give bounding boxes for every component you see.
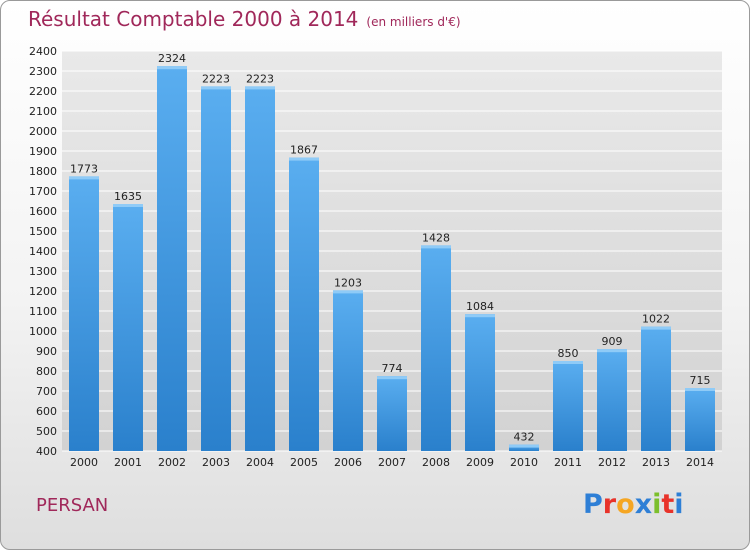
- bar-top-highlight: [421, 245, 451, 249]
- value-label: 1867: [290, 144, 318, 157]
- x-tick-label: 2011: [554, 456, 582, 469]
- x-tick-label: 2010: [510, 456, 538, 469]
- commune-name: PERSAN: [36, 495, 109, 516]
- bar-top-highlight: [157, 66, 187, 70]
- bar-2006[interactable]: [333, 290, 363, 451]
- logo-letter: t: [661, 489, 675, 520]
- logo-letter: o: [616, 489, 635, 520]
- bar-2005[interactable]: [289, 157, 319, 451]
- y-axis: 400 500 600 700 800 900 1000 1100 1200 1300 1400 15…: [29, 45, 57, 458]
- bar-2003[interactable]: [201, 86, 231, 452]
- logo-letter: P: [583, 489, 603, 520]
- bar-2010[interactable]: [509, 444, 539, 451]
- bar-top-highlight: [69, 176, 99, 180]
- y-tick-label: 1800: [29, 165, 57, 178]
- y-tick-label: 1200: [29, 285, 57, 298]
- bar-2000[interactable]: [69, 176, 99, 451]
- bar-top-highlight: [289, 157, 319, 161]
- value-label: 1084: [466, 300, 494, 313]
- bar-2002[interactable]: [157, 66, 187, 451]
- value-label: 850: [558, 347, 579, 360]
- y-tick-label: 700: [36, 385, 57, 398]
- bar-2012[interactable]: [597, 349, 627, 451]
- value-label: 1022: [642, 313, 670, 326]
- value-label: 1773: [70, 162, 98, 175]
- chart-title: Résultat Comptable 2000 à 2014 (en millie…: [28, 7, 461, 31]
- x-tick-label: 2012: [598, 456, 626, 469]
- logo-letter: r: [602, 489, 617, 520]
- value-label: 715: [690, 374, 711, 387]
- bar-top-highlight: [685, 388, 715, 391]
- x-tick-label: 2008: [422, 456, 450, 469]
- x-tick-label: 2005: [290, 456, 318, 469]
- y-tick-label: 2200: [29, 85, 57, 98]
- x-tick-label: 2003: [202, 456, 230, 469]
- y-tick-label: 1900: [29, 145, 57, 158]
- x-axis: 2000 2001 2002 2003 2004 2005 2006 2007 2008 2009…: [70, 456, 714, 469]
- bar-top-highlight: [245, 86, 275, 90]
- bar-top-highlight: [113, 204, 143, 207]
- y-tick-label: 2300: [29, 65, 57, 78]
- x-tick-label: 2006: [334, 456, 362, 469]
- x-tick-label: 2009: [466, 456, 494, 469]
- bar-top-highlight: [509, 444, 539, 448]
- y-tick-label: 1000: [29, 325, 57, 338]
- x-tick-label: 2007: [378, 456, 406, 469]
- logo-letter: i: [674, 489, 684, 520]
- bar-2008[interactable]: [421, 245, 451, 451]
- title-text: Résultat Comptable 2000 à 2014: [28, 7, 359, 31]
- bar-2009[interactable]: [465, 314, 495, 451]
- bar-2004[interactable]: [245, 86, 275, 452]
- y-tick-label: 1600: [29, 205, 57, 218]
- y-tick-label: 2400: [29, 45, 57, 58]
- bar-top-highlight: [641, 326, 671, 330]
- title-unit: (en milliers d'€): [366, 15, 461, 29]
- x-tick-label: 2002: [158, 456, 186, 469]
- bar-top-highlight: [597, 349, 627, 353]
- y-tick-label: 1400: [29, 245, 57, 258]
- x-tick-label: 2001: [114, 456, 142, 469]
- y-tick-label: 900: [36, 345, 57, 358]
- x-tick-label: 2000: [70, 456, 98, 469]
- y-tick-label: 2000: [29, 125, 57, 138]
- y-tick-label: 1500: [29, 225, 57, 238]
- value-label: 2223: [202, 72, 230, 85]
- logo-letter: i: [652, 489, 662, 520]
- bar-2007[interactable]: [377, 376, 407, 451]
- proxiti-logo[interactable]: Proxiti: [583, 489, 684, 520]
- bar-2001[interactable]: [113, 204, 143, 451]
- bar-top-highlight: [201, 86, 231, 90]
- y-tick-label: 800: [36, 365, 57, 378]
- x-tick-label: 2014: [686, 456, 714, 469]
- value-label: 774: [382, 362, 403, 375]
- value-label: 909: [602, 335, 623, 348]
- bar-2013[interactable]: [641, 326, 671, 451]
- logo-letter: x: [634, 489, 653, 520]
- bar-2011[interactable]: [553, 361, 583, 451]
- x-tick-label: 2013: [642, 456, 670, 469]
- bar-top-highlight: [553, 361, 583, 364]
- y-tick-label: 400: [36, 445, 57, 458]
- value-label: 1635: [114, 190, 142, 203]
- bar-top-highlight: [377, 376, 407, 380]
- bar-top-highlight: [465, 314, 495, 318]
- bar-2014[interactable]: [685, 388, 715, 451]
- bars: 1773 1635 2324 2223 2223 1867 1203 774 1428 1084 4…: [69, 52, 715, 452]
- y-tick-label: 1300: [29, 265, 57, 278]
- value-label: 2223: [246, 72, 274, 85]
- y-tick-label: 1100: [29, 305, 57, 318]
- y-tick-label: 600: [36, 405, 57, 418]
- value-label: 432: [514, 431, 535, 444]
- value-label: 1203: [334, 276, 362, 289]
- value-label: 2324: [158, 52, 186, 65]
- bar-top-highlight: [333, 290, 363, 294]
- y-tick-label: 2100: [29, 105, 57, 118]
- value-label: 1428: [422, 231, 450, 244]
- x-tick-label: 2004: [246, 456, 274, 469]
- y-tick-label: 1700: [29, 185, 57, 198]
- y-tick-label: 500: [36, 425, 57, 438]
